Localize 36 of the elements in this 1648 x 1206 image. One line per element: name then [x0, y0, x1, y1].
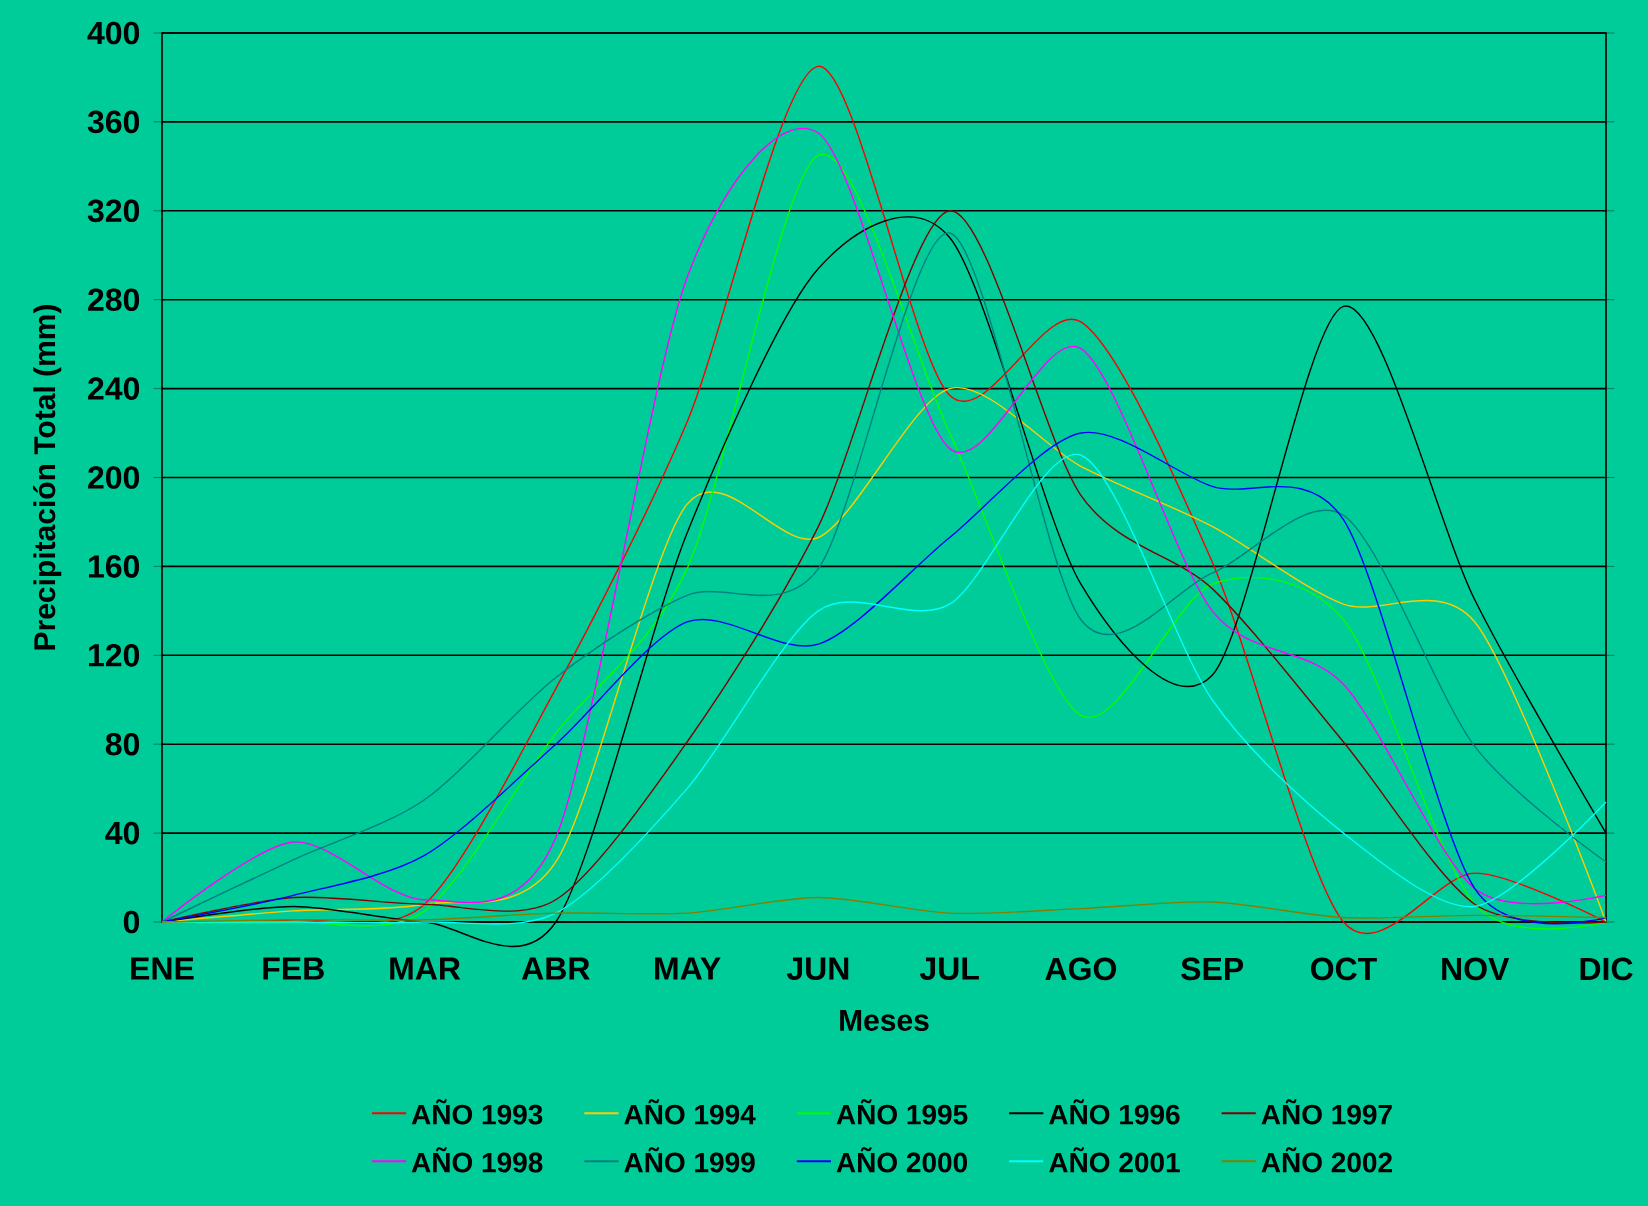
x-tick-label: AGO	[1045, 957, 1117, 981]
y-tick-label: 320	[87, 199, 140, 223]
y-tick-label: 120	[89, 643, 140, 667]
legend-label: AÑO 2002	[1261, 1147, 1392, 1173]
y-tick-label: 240	[88, 377, 140, 400]
x-axis-title: Meses	[840, 1009, 929, 1031]
y-tick-label: 160	[89, 555, 140, 578]
x-tick-label: SEP	[1181, 957, 1244, 981]
y-tick-label: 400	[87, 21, 140, 45]
y-tick-label: 200	[88, 466, 140, 489]
x-tick-label: FEB	[263, 957, 324, 980]
legend-label: AÑO 1994	[624, 1099, 756, 1125]
y-tick-label: 0	[123, 910, 140, 934]
y-tick-label: 280	[88, 288, 140, 312]
x-tick-label: JUN	[786, 957, 849, 980]
legend-label: AÑO 2000	[836, 1147, 968, 1173]
x-tick-label: OCT	[1311, 957, 1377, 981]
y-tick-label: 40	[105, 821, 140, 845]
legend-label: AÑO 1997	[1261, 1099, 1392, 1125]
legend-label: AÑO 2001	[1049, 1147, 1180, 1173]
x-tick-label: JUL	[919, 957, 979, 980]
y-tick-label: 80	[105, 732, 140, 756]
x-tick-label: NOV	[1442, 957, 1510, 981]
x-tick-label: ABR	[521, 957, 590, 980]
legend-label: AÑO 1999	[624, 1147, 755, 1173]
x-tick-label: MAR	[390, 957, 461, 980]
legend-label: AÑO 1993	[411, 1099, 543, 1125]
legend-label: AÑO 1996	[1049, 1099, 1180, 1125]
y-axis-title: Precipitación Total (mm)	[33, 305, 62, 650]
legend-label: AÑO 1995	[836, 1099, 968, 1125]
y-tick-label: 360	[87, 110, 140, 134]
x-tick-label: MAY	[655, 957, 721, 980]
x-tick-label: ENE	[131, 957, 194, 980]
line-series	[161, 896, 1607, 923]
legend-label: AÑO 1998	[411, 1147, 543, 1173]
x-tick-label: DIC	[1580, 957, 1633, 981]
